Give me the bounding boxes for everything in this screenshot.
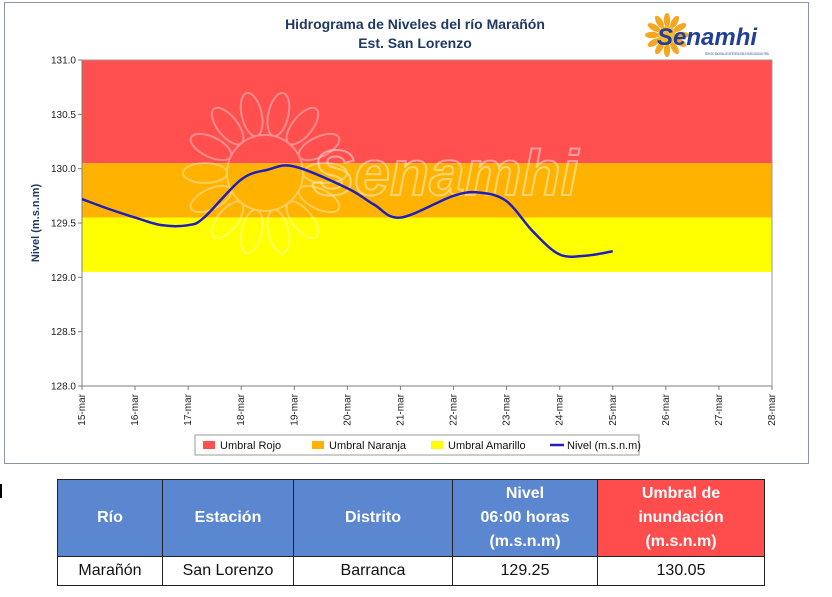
- x-tick-label-12: 27-mar: [714, 393, 725, 425]
- left-edge-mark: [0, 484, 2, 498]
- legend-label-2: Umbral Amarillo: [448, 440, 526, 452]
- threshold-band-0: [82, 60, 772, 164]
- cell-estacion: San Lorenzo: [162, 556, 294, 586]
- cell-umbral: 130.05: [597, 556, 765, 586]
- header-nivel-line1: Nivel: [505, 485, 545, 502]
- level-table: Río Estación Distrito Nivel 06:00 horas …: [57, 479, 765, 586]
- cell-nivel: 129.25: [452, 556, 598, 586]
- x-tick-label-7: 22-mar: [449, 393, 460, 425]
- x-tick-label-2: 17-mar: [183, 393, 194, 425]
- y-tick-label-5: 130.5: [51, 110, 76, 121]
- watermark-sun-icon: [182, 91, 348, 255]
- table-row: Marañón San Lorenzo Barranca 129.25 130.…: [57, 556, 765, 586]
- legend-swatch-2: [431, 441, 443, 449]
- y-tick-label-2: 129.0: [51, 273, 76, 284]
- logo-tagline: SERVICIO NACIONAL DE METEOROLOGÍA E HIDR…: [705, 51, 769, 56]
- header-umbral-line1: Umbral de: [641, 485, 721, 502]
- y-tick-label-0: 128.0: [51, 382, 76, 393]
- y-axis-label: Nivel (m.s.n.m): [30, 184, 42, 263]
- header-estacion: Estación: [162, 479, 294, 557]
- x-tick-label-13: 28-mar: [767, 393, 778, 425]
- header-rio: Río: [57, 479, 163, 557]
- legend-swatch-1: [312, 441, 324, 449]
- x-tick-label-10: 25-mar: [608, 393, 619, 425]
- chart-title: Hidrograma de Niveles del río Marañón: [285, 16, 545, 32]
- threshold-band-2: [82, 217, 772, 272]
- header-nivel-line2: 06:00 horas: [480, 509, 570, 526]
- x-tick-label-1: 16-mar: [130, 393, 141, 425]
- header-nivel: Nivel 06:00 horas (m.s.n.m): [452, 479, 598, 557]
- chart-frame: Senamhi 128.0 128.5 129.0 129.5 130.0 130.5 131…: [4, 2, 809, 464]
- legend-swatch-0: [203, 441, 215, 449]
- logo-text: Senamhi: [657, 24, 758, 51]
- x-tick-label-5: 20-mar: [342, 393, 353, 425]
- x-tick-label-4: 19-mar: [289, 393, 300, 425]
- header-umbral: Umbral de inundación (m.s.n.m): [597, 479, 765, 557]
- cell-rio: Marañón: [57, 556, 163, 586]
- x-tick-label-3: 18-mar: [236, 393, 247, 425]
- hydrograph-chart: Senamhi 128.0 128.5 129.0 129.5 130.0 130.5 131…: [30, 13, 778, 456]
- header-distrito: Distrito: [293, 479, 453, 557]
- x-tick-label-0: 15-mar: [77, 393, 88, 425]
- logo-sun-icon: [645, 13, 689, 57]
- legend-label-3: Nivel (m.s.n.m): [567, 440, 641, 452]
- header-umbral-line2: inundación: [638, 509, 724, 526]
- series-line-0: [81, 164, 613, 259]
- table-header-row: Río Estación Distrito Nivel 06:00 horas …: [57, 479, 765, 557]
- legend-label-1: Umbral Naranja: [329, 440, 407, 452]
- cell-distrito: Barranca: [293, 556, 453, 586]
- header-umbral-line3: (m.s.n.m): [645, 533, 717, 550]
- y-tick-label-3: 129.5: [51, 219, 76, 230]
- y-tick-label-6: 131.0: [51, 56, 76, 67]
- y-tick-label-1: 128.5: [51, 327, 76, 338]
- x-tick-label-11: 26-mar: [661, 393, 672, 425]
- x-tick-label-6: 21-mar: [395, 393, 406, 425]
- header-nivel-line3: (m.s.n.m): [489, 533, 561, 550]
- chart-subtitle: Est. San Lorenzo: [358, 35, 472, 51]
- x-tick-label-9: 24-mar: [555, 393, 566, 425]
- legend-label-0: Umbral Rojo: [220, 440, 281, 452]
- y-tick-label-4: 130.0: [51, 164, 76, 175]
- x-tick-label-8: 23-mar: [502, 393, 513, 425]
- legend-box: [194, 434, 640, 456]
